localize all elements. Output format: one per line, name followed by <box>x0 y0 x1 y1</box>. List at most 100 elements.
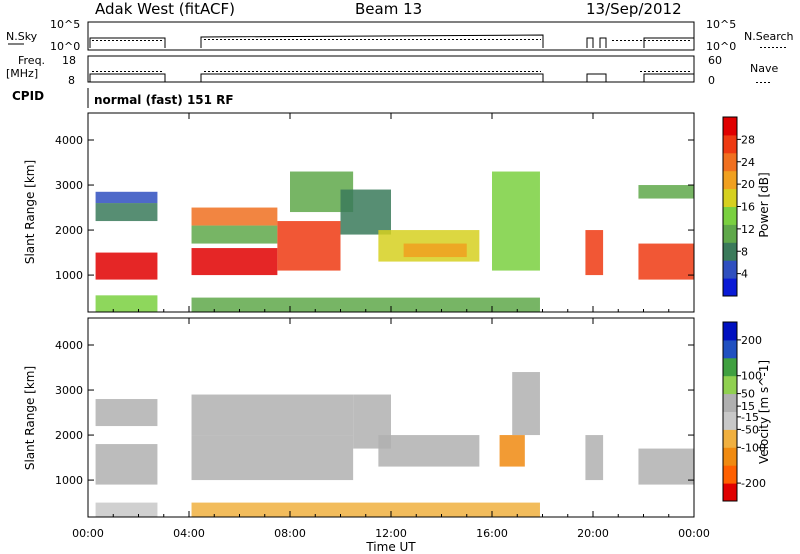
velocity-colorbar-tick-label: -200 <box>741 477 766 490</box>
power-echo-region <box>638 185 694 199</box>
xtick-label: 00:00 <box>72 527 104 540</box>
velocity-colorbar-tick-label: 100 <box>741 370 762 383</box>
velocity-echo-region <box>191 394 354 436</box>
nsearch-label: N.Search <box>744 30 794 43</box>
velocity-panel: 1000 2000 3000 4000 00:00 04:00 08:00 12:00 16:… <box>23 113 771 554</box>
power-ytick-label: 4000 <box>55 134 83 147</box>
power-echo-region <box>492 171 540 271</box>
power-colorbar-swatch <box>723 152 737 172</box>
xtick-label: 04:00 <box>173 527 205 540</box>
velocity-marks <box>95 372 694 517</box>
freq-label-2: [MHz] <box>6 67 38 80</box>
power-panel: 1000 2000 3000 4000 Slant Range [km] 4 8 12 16… <box>23 112 771 313</box>
cpid-label: CPID <box>12 89 44 103</box>
power-echo-region <box>95 191 158 204</box>
velocity-colorbar-swatch <box>723 483 737 502</box>
velocity-colorbar-swatch <box>723 429 737 448</box>
freq-tick-high: 18 <box>62 54 76 67</box>
velocity-colorbar-frame <box>722 321 738 502</box>
velocity-colorbar-swatch <box>723 375 737 395</box>
velocity-echo-region <box>378 435 480 467</box>
power-echo-region <box>191 225 278 244</box>
xtick-label: 08:00 <box>274 527 306 540</box>
power-colorbar-swatch <box>723 134 737 154</box>
power-colorbar-swatch <box>723 206 737 225</box>
power-colorbar-tick-label: 20 <box>741 178 755 191</box>
velocity-echo-region <box>191 435 354 481</box>
velocity-echo-region <box>191 502 540 517</box>
power-colorbar-swatch <box>723 224 737 243</box>
nave-tick-high: 60 <box>708 54 722 67</box>
power-colorbar-swatch <box>723 242 737 261</box>
freq-strip: Freq. [MHz] 18 8 60 0 Nave <box>6 54 778 87</box>
velocity-xlabel: Time UT <box>365 540 416 554</box>
velocity-colorbar-tick-label: -100 <box>741 441 766 454</box>
velocity-ytick-label: 2000 <box>55 429 83 442</box>
velocity-echo-region <box>638 448 694 485</box>
power-ytick-label: 3000 <box>55 179 83 192</box>
velocity-xaxis: 00:00 04:00 08:00 12:00 16:00 20:00 00:00 <box>72 113 710 540</box>
nsky-tick-high: 10^5 <box>50 18 80 31</box>
beam-title: Beam 13 <box>355 0 422 18</box>
velocity-colorbar-swatch <box>723 393 737 412</box>
velocity-colorbar-swatch <box>723 357 737 377</box>
station-title: Adak West (fitACF) <box>95 0 235 18</box>
velocity-ytick-label: 1000 <box>55 474 83 487</box>
power-echo-region <box>191 297 540 312</box>
velocity-yaxis: 1000 2000 3000 4000 <box>55 339 694 487</box>
power-echo-region <box>638 243 694 280</box>
power-colorbar-swatch <box>723 188 737 207</box>
velocity-colorbar-swatch <box>723 465 737 484</box>
velocity-echo-region <box>95 444 158 485</box>
power-colorbar: 4 8 12 16 20 24 28 <box>722 116 755 297</box>
xtick-label: 20:00 <box>577 527 609 540</box>
velocity-ytick-label: 3000 <box>55 384 83 397</box>
velocity-colorbar-swatch <box>723 411 737 430</box>
power-colorbar-tick-label: 16 <box>741 201 755 214</box>
velocity-colorbar-tick-label: 15 <box>741 400 755 413</box>
velocity-cbar-label-text: Velocity [m s^-1] <box>757 360 771 464</box>
nsky-label: N.Sky <box>6 30 38 43</box>
power-echo-region <box>277 221 341 271</box>
power-colorbar-swatch <box>723 117 737 136</box>
date-title: 13/Sep/2012 <box>586 0 682 18</box>
power-cbar-label: Power [dB] <box>757 172 771 237</box>
power-colorbar-tick-label: 8 <box>741 245 748 258</box>
nsky-tick-low: 10^0 <box>50 40 80 53</box>
nsearch-tick-low: 10^0 <box>706 40 736 53</box>
power-colorbar-swatch <box>723 260 737 279</box>
power-colorbar-swatch <box>723 170 737 190</box>
cpid-mode: normal (fast) 151 RF <box>94 93 234 107</box>
power-ytick-label: 2000 <box>55 224 83 237</box>
velocity-cbar-label: Velocity [m s^-1] <box>757 360 771 464</box>
velocity-colorbar-tick-label: -15 <box>741 411 759 424</box>
power-yaxis: 1000 2000 3000 4000 <box>55 134 694 282</box>
velocity-ytick-label: 4000 <box>55 339 83 352</box>
velocity-echo-region <box>95 502 158 517</box>
power-colorbar-swatch <box>723 278 737 297</box>
nsearch-tick-high: 10^5 <box>706 18 736 31</box>
power-echo-region <box>191 248 278 276</box>
power-colorbar-tick-label: 12 <box>741 223 755 236</box>
velocity-echo-region <box>95 399 158 427</box>
velocity-echo-region <box>499 435 525 467</box>
power-colorbar-tick-label: 24 <box>741 156 755 169</box>
cpid-row: CPID normal (fast) 151 RF <box>12 88 234 108</box>
velocity-colorbar-tick-label: 200 <box>741 334 762 347</box>
velocity-colorbar-tick-label: -50 <box>741 423 759 436</box>
nave-tick-low: 0 <box>708 74 715 87</box>
power-ytick-label: 1000 <box>55 269 83 282</box>
velocity-ylabel: Slant Range [km] <box>23 366 37 470</box>
power-colorbar-tick-label: 28 <box>741 133 755 146</box>
xtick-label: 12:00 <box>375 527 407 540</box>
velocity-colorbar-tick-label: 50 <box>741 388 755 401</box>
xtick-label: 16:00 <box>476 527 508 540</box>
velocity-echo-region <box>585 435 604 481</box>
power-echo-region <box>95 295 158 312</box>
velocity-colorbar-swatch <box>723 339 737 359</box>
power-echo-region <box>340 189 391 235</box>
freq-tick-low: 8 <box>68 74 75 87</box>
power-marks <box>95 171 694 312</box>
